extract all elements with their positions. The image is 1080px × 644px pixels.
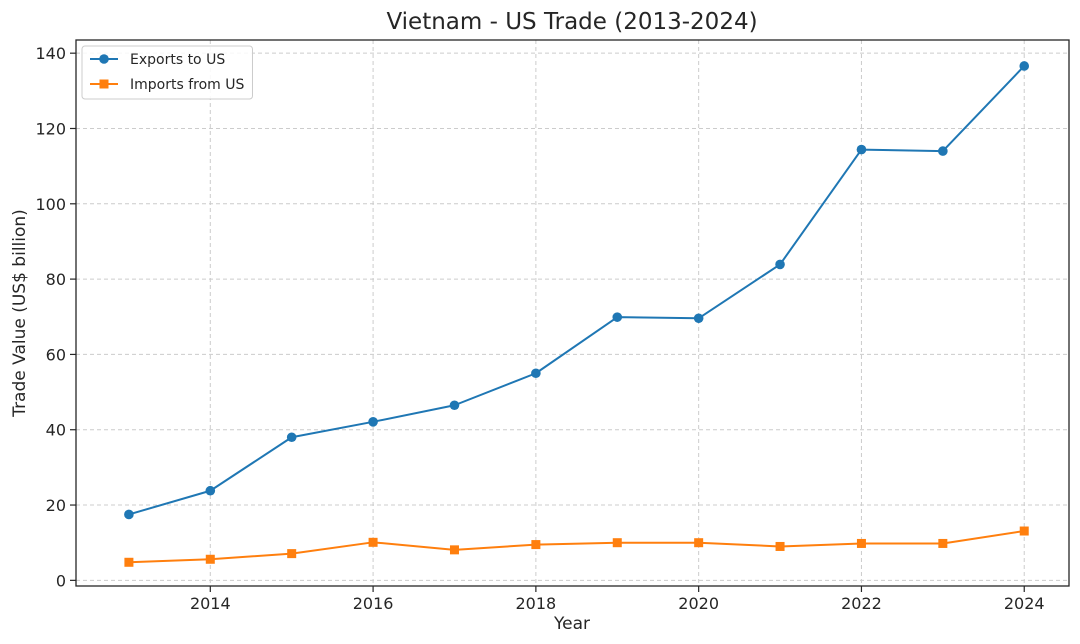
imports-from-us-legend-label: Imports from US [130, 77, 244, 93]
imports-from-us-point [531, 540, 541, 550]
chart-title: Vietnam - US Trade (2013-2024) [386, 9, 757, 35]
y-tick-label: 100 [35, 195, 66, 214]
exports-to-us-series [124, 61, 1030, 520]
exports-to-us-point [775, 259, 785, 270]
series-layer [124, 61, 1030, 567]
exports-to-us-point [856, 144, 867, 155]
y-tick-label: 140 [35, 44, 66, 63]
x-tick-label: 2016 [353, 594, 394, 613]
legend-box [81, 45, 253, 100]
imports-from-us-point [1019, 526, 1029, 536]
y-tick-label: 120 [35, 119, 66, 138]
imports-from-us-point [775, 541, 785, 551]
imports-from-us-point [449, 545, 459, 555]
x-tick-label: 2024 [1004, 594, 1045, 613]
exports-to-us-point [693, 313, 704, 324]
axis-ticks: 0 20 40 60 80 100 120 140 2014 2016 2018 2020 2022 20… [35, 44, 1044, 613]
y-tick-label: 80 [46, 270, 66, 289]
y-tick-label: 60 [46, 345, 66, 364]
exports-to-us-point [531, 368, 541, 379]
imports-from-us-line [128, 530, 1025, 564]
imports-from-us-series [124, 526, 1029, 567]
imports-from-us-point [938, 538, 948, 548]
y-tick-label: 20 [46, 496, 66, 515]
x-tick-label: 2022 [841, 594, 882, 613]
exports-to-us-point [286, 432, 297, 443]
imports-from-us-legend-marker [99, 79, 109, 89]
imports-from-us-point [124, 557, 134, 567]
y-tick-label: 0 [56, 571, 66, 590]
exports-to-us-legend-marker [99, 54, 109, 64]
x-axis-label: Year [553, 614, 590, 634]
imports-from-us-point [612, 538, 622, 548]
imports-from-us-point [856, 538, 866, 548]
y-tick-label: 40 [46, 421, 66, 440]
grid [76, 40, 1069, 586]
exports-to-us-legend-label: Exports to US [130, 52, 225, 68]
imports-from-us-point [368, 537, 378, 547]
legend: Exports to US Imports from US [81, 45, 253, 100]
imports-from-us-point [205, 554, 215, 564]
exports-to-us-line [128, 65, 1025, 516]
exports-to-us-point [124, 509, 134, 520]
x-tick-label: 2018 [516, 594, 557, 613]
exports-to-us-point [449, 400, 460, 411]
x-tick-label: 2014 [190, 594, 231, 613]
exports-to-us-point [938, 146, 948, 156]
exports-to-us-point [612, 312, 623, 322]
imports-from-us-point [694, 538, 704, 548]
plot-frame [75, 39, 1070, 587]
x-tick-label: 2020 [678, 594, 719, 613]
imports-from-us-point [287, 549, 297, 559]
exports-to-us-point [368, 417, 378, 427]
y-axis-label: Trade Value (US$ billion) [10, 209, 30, 418]
exports-to-us-point [1019, 61, 1030, 71]
exports-to-us-point [205, 485, 216, 496]
